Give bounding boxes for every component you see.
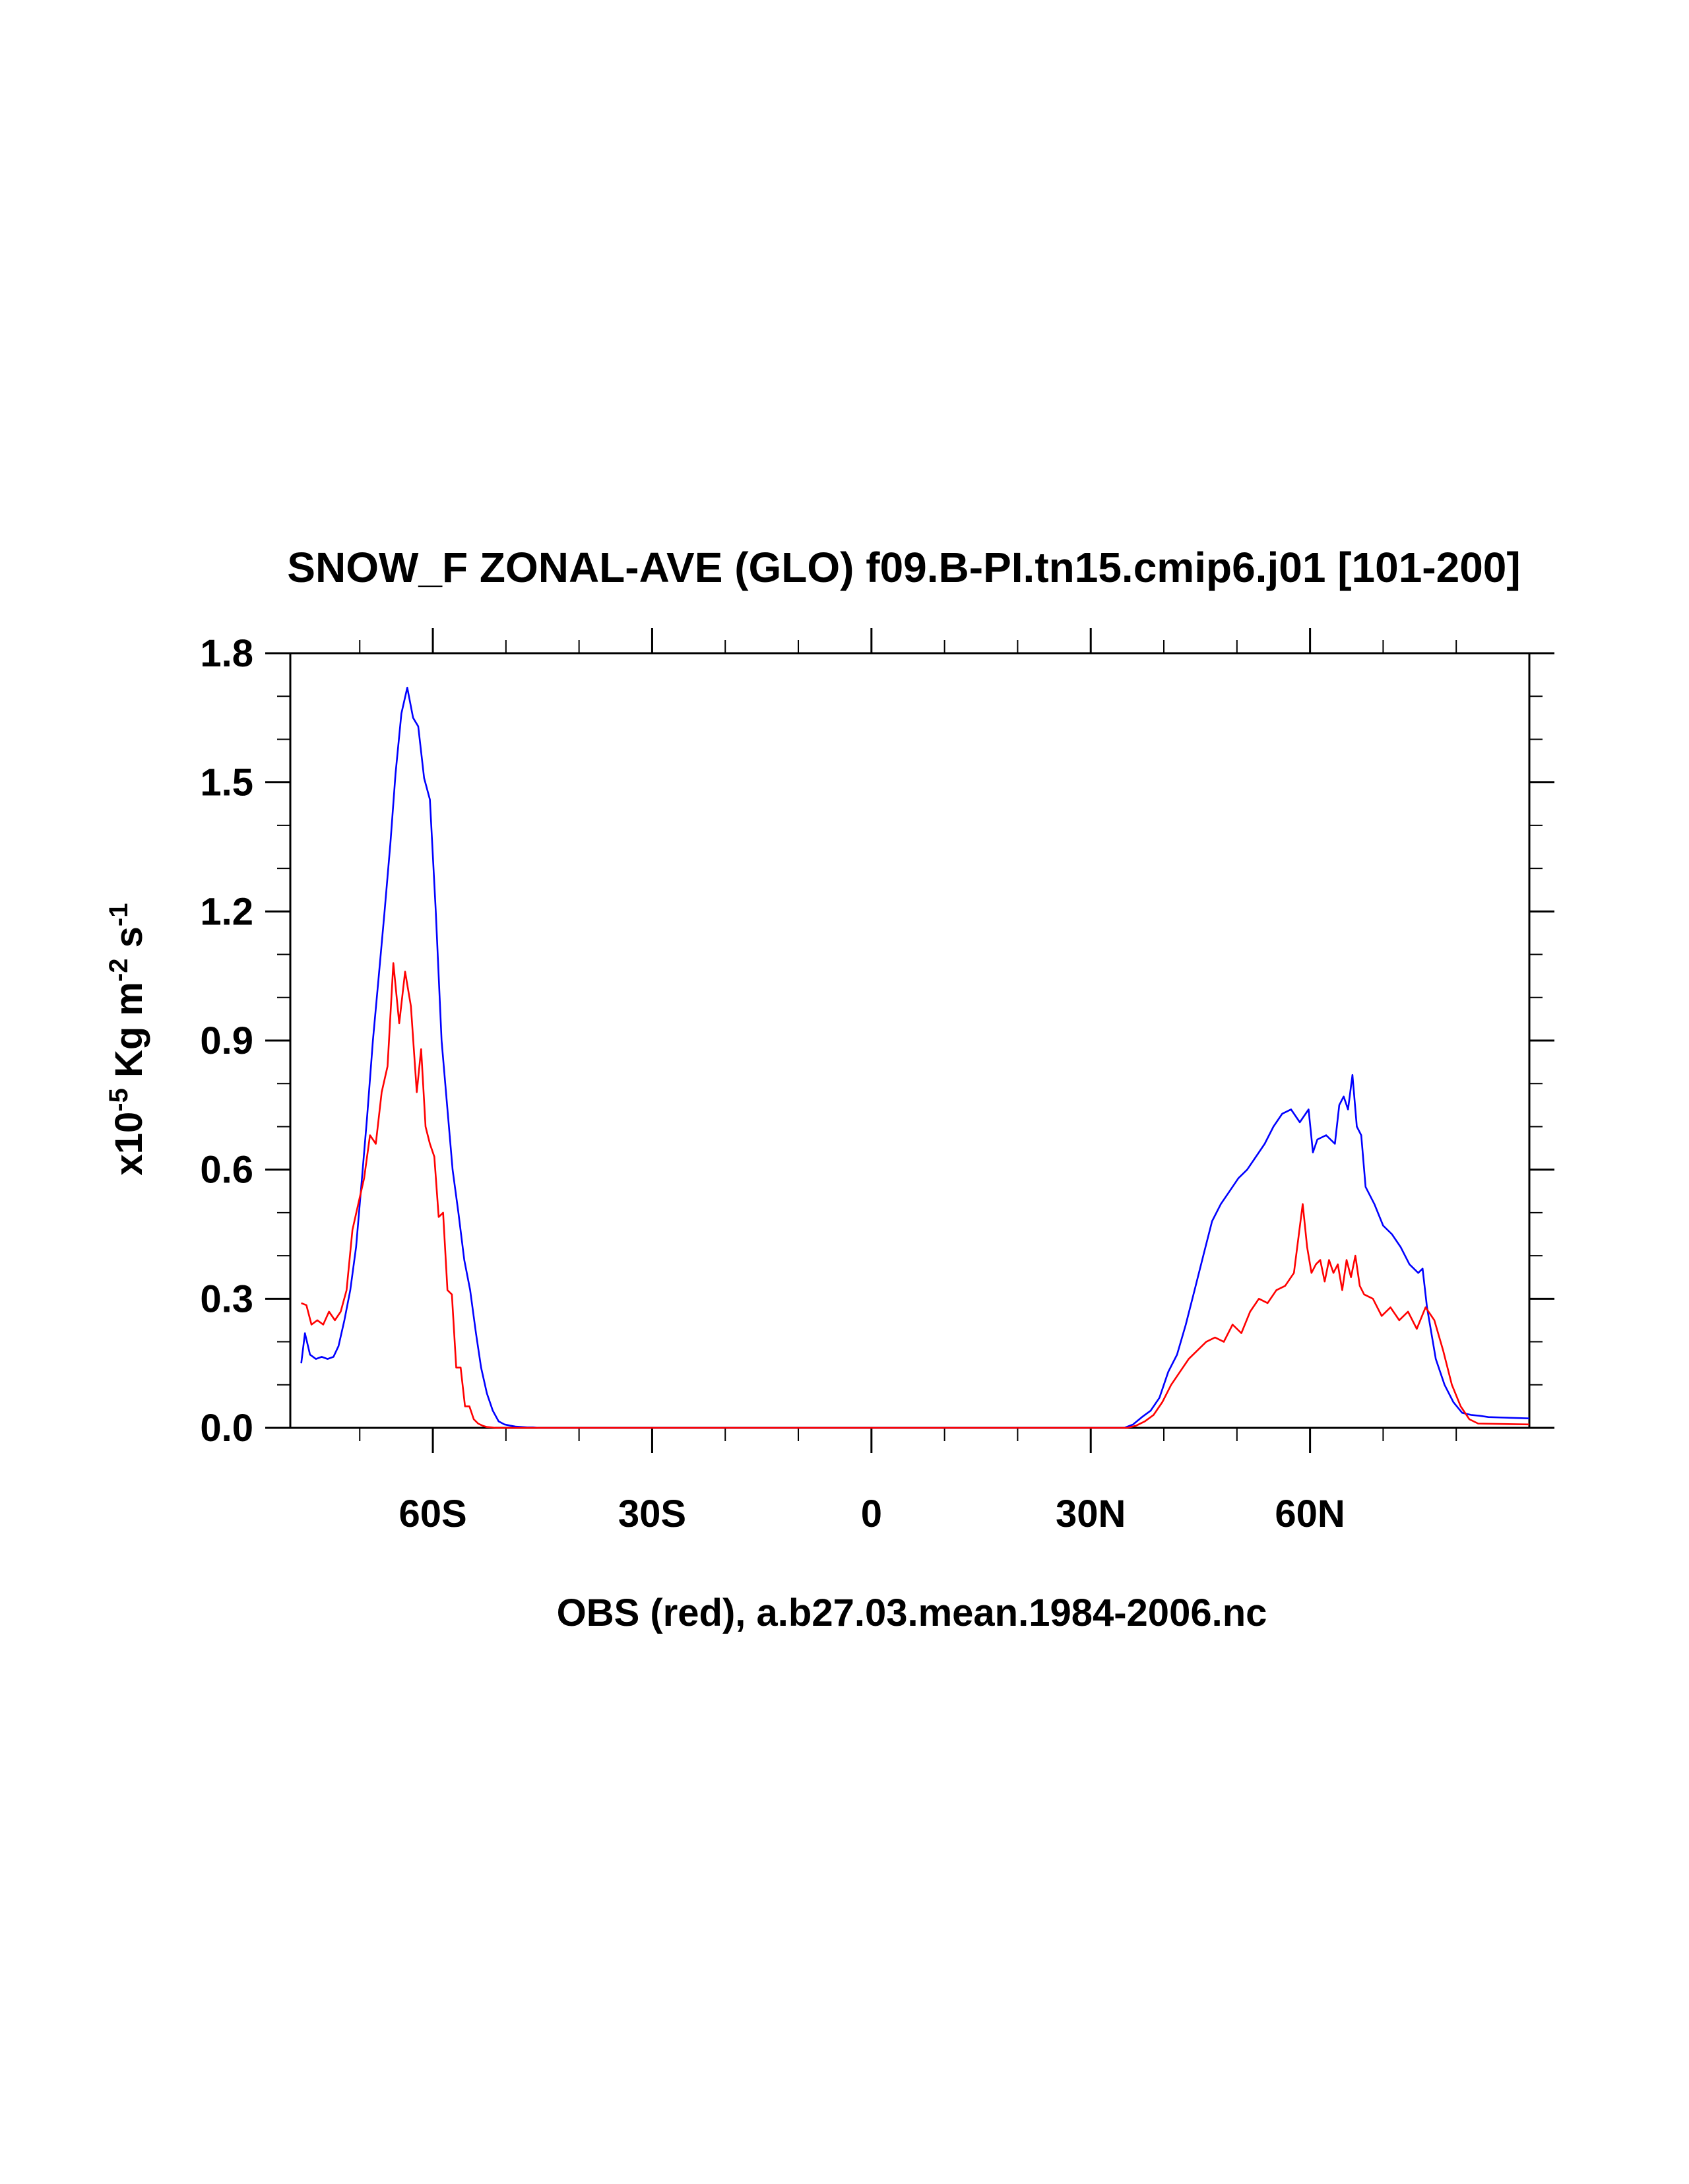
x-axis-label: OBS (red), a.b27.03.mean.1984-2006.nc <box>557 1591 1267 1634</box>
x-tick-labels: 60S 30S 0 30N 60N <box>398 1493 1345 1535</box>
y-tick-label: 0.0 <box>200 1407 253 1450</box>
axis-ticks <box>265 628 1554 1453</box>
y-tick-label: 0.9 <box>200 1019 253 1062</box>
y-tick-labels: 0.0 0.3 0.6 0.9 1.2 1.5 1.8 <box>200 632 253 1450</box>
obs-series-line <box>301 962 1530 1429</box>
y-label-mid2: s <box>108 926 150 958</box>
y-tick-label: 1.2 <box>200 890 253 933</box>
x-tick-label: 60N <box>1275 1493 1345 1535</box>
y-label-exp3: -1 <box>104 903 133 926</box>
x-tick-label: 0 <box>861 1493 882 1535</box>
y-label-mid: Kg m <box>108 982 150 1088</box>
y-label-exp2: -2 <box>104 958 133 982</box>
y-label-prefix: x10 <box>108 1112 150 1176</box>
x-tick-label: 30N <box>1056 1493 1126 1535</box>
x-tick-label: 30S <box>618 1493 686 1535</box>
chart-title: SNOW_F ZONAL-AVE (GLO) f09.B-PI.tn15.cmi… <box>287 544 1520 591</box>
y-tick-label: 0.6 <box>200 1149 253 1192</box>
y-axis-label: x10-5 Kg m-2 s-1 <box>104 903 150 1175</box>
x-tick-label: 60S <box>398 1493 466 1535</box>
y-tick-label: 0.3 <box>200 1277 253 1320</box>
model-series-line <box>300 686 1530 1429</box>
y-tick-label: 1.5 <box>200 761 253 804</box>
series-layer <box>300 686 1530 1429</box>
plot-border <box>289 652 1531 1429</box>
y-label-exp1: -5 <box>104 1088 133 1112</box>
plot-frame <box>289 652 1531 1429</box>
y-tick-label: 1.8 <box>200 632 253 675</box>
